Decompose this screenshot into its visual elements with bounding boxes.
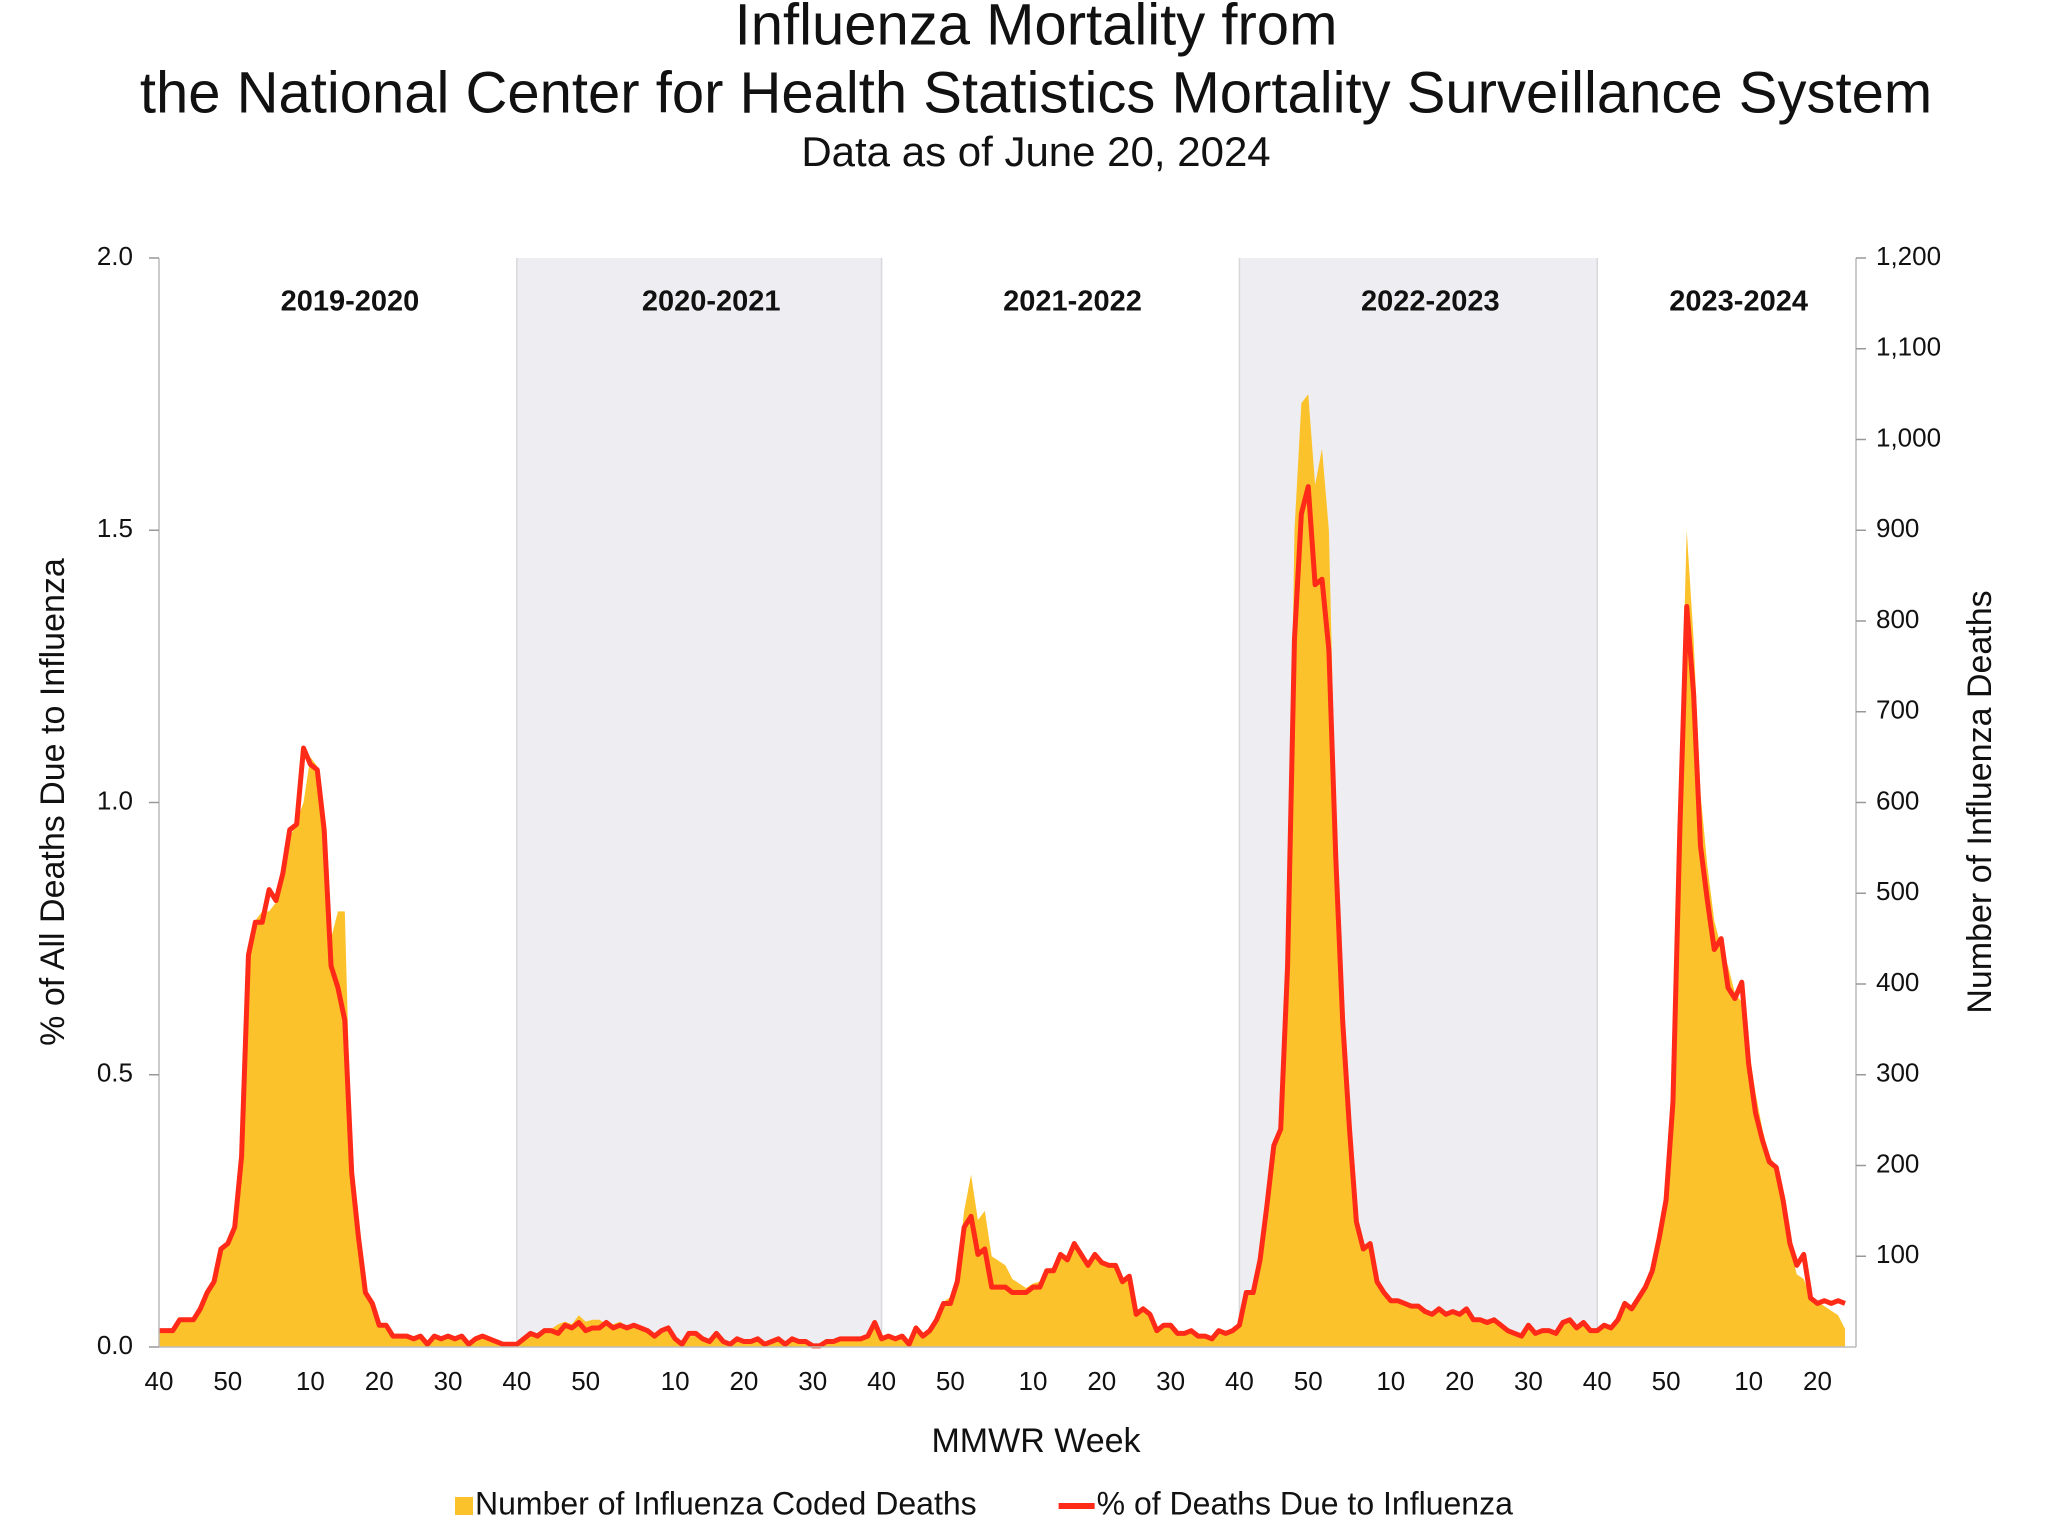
x-tick-label: 50 [571,1366,600,1396]
y2-tick-label: 200 [1876,1148,1919,1178]
chart-title: the National Center for Health Statistic… [140,60,1932,125]
y2-tick-label: 500 [1876,876,1919,906]
x-tick-label: 10 [1734,1366,1763,1396]
x-tick-label: 40 [867,1366,896,1396]
y2-tick-label: 700 [1876,695,1919,725]
legend-swatch [455,1497,473,1515]
x-tick-label: 10 [1376,1366,1405,1396]
y-axis-title: % of All Deaths Due to Influenza [34,558,72,1046]
x-tick-label: 10 [296,1366,325,1396]
season-label: 2021-2022 [1003,286,1142,318]
x-tick-label: 30 [1514,1366,1543,1396]
x-tick-label: 20 [1087,1366,1116,1396]
x-tick-label: 50 [1652,1366,1681,1396]
x-tick-label: 20 [729,1366,758,1396]
x-tick-label: 30 [1156,1366,1185,1396]
x-axis-title: MMWR Week [931,1422,1141,1460]
x-tick-label: 20 [1803,1366,1832,1396]
y2-tick-label: 1,000 [1876,422,1941,452]
x-tick-label: 10 [1019,1366,1048,1396]
y2-tick-label: 100 [1876,1239,1919,1269]
y2-tick-label: 600 [1876,785,1919,815]
y-tick-label: 2.0 [97,241,133,271]
legend-label: % of Deaths Due to Influenza [1097,1485,1513,1521]
y2-tick-label: 400 [1876,967,1919,997]
y-tick-label: 0.5 [97,1058,133,1088]
y2-axis-title: Number of Influenza Deaths [1961,590,1999,1013]
season-label: 2023-2024 [1669,286,1808,318]
chart-title: Influenza Mortality from [735,0,1338,57]
x-tick-label: 20 [1445,1366,1474,1396]
x-tick-label: 40 [1225,1366,1254,1396]
y-tick-label: 1.5 [97,513,133,543]
area [159,394,1845,1347]
season-label: 2019-2020 [281,286,420,318]
chart-subtitle: Data as of June 20, 2024 [801,128,1270,175]
season-label: 2020-2021 [642,286,781,318]
y2-tick-label: 300 [1876,1058,1919,1088]
x-tick-label: 20 [365,1366,394,1396]
y-tick-label: 0.0 [97,1330,133,1360]
x-tick-label: 50 [936,1366,965,1396]
x-tick-label: 50 [1294,1366,1323,1396]
x-tick-label: 50 [213,1366,242,1396]
y-tick-label: 1.0 [97,785,133,815]
x-tick-label: 30 [434,1366,463,1396]
x-tick-label: 40 [1583,1366,1612,1396]
x-tick-label: 10 [661,1366,690,1396]
line [159,484,1846,1349]
legend-label: Number of Influenza Coded Deaths [475,1485,977,1521]
y2-tick-label: 1,100 [1876,332,1941,362]
y2-tick-label: 1,200 [1876,241,1941,271]
x-tick-label: 40 [145,1366,174,1396]
x-tick-label: 40 [502,1366,531,1396]
season-label: 2022-2023 [1361,286,1500,318]
y2-tick-label: 900 [1876,513,1919,543]
x-tick-label: 30 [798,1366,827,1396]
y2-tick-label: 800 [1876,604,1919,634]
plot-layer: 2019-2020 2020-2021 2021-2022 2022-2023 2023… [159,258,1846,1349]
season-band [516,258,882,1347]
